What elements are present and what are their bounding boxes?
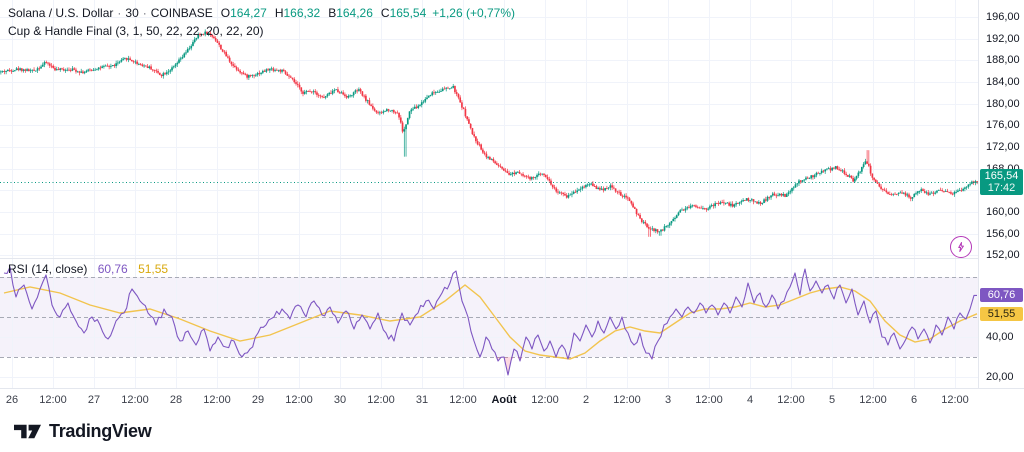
rsi-tick-label: 20,00 [986,371,1014,383]
price-tick-label: 172,00 [986,140,1020,153]
price-tick-label: 152,00 [986,249,1020,262]
pane-separator[interactable] [0,258,978,259]
indicator-legend-cup-handle[interactable]: Cup & Handle Final (3, 1, 50, 22, 22, 20… [8,24,264,38]
time-tick-label: 12:00 [285,394,313,406]
separator-dot: · [117,6,122,20]
time-tick-label: 12:00 [777,394,805,406]
price-tick-label: 176,00 [986,119,1020,132]
price-tick-label: 184,00 [986,75,1020,88]
rsi-title: RSI (14, close) [8,262,88,276]
time-tick-label: 30 [333,394,347,406]
tradingview-logo-icon [14,424,41,439]
price-chart-pane[interactable] [0,0,978,259]
tradingview-wordmark: TradingView [49,421,152,441]
price-tick-label: 196,00 [986,10,1020,23]
time-tick-label: 31 [415,394,429,406]
time-tick-label: 12:00 [859,394,887,406]
price-tick-label: 160,00 [986,205,1020,218]
symbol-ohlc-row: Solana / U.S. Dollar · 30 · COINBASE O164,27 H… [8,5,515,21]
rsi-ma-value: 51,55 [138,262,169,276]
time-tick-label: 12:00 [531,394,559,406]
time-tick-label: 12:00 [695,394,723,406]
time-tick-label: 12:00 [367,394,395,406]
symbol-legend: Solana / U.S. Dollar · 30 · COINBASE O164,27 H… [8,5,515,39]
price-scale[interactable]: 165,54 17:42 196,00 192,00 188,00 184,00 180… [978,0,1024,410]
time-tick-label: 29 [251,394,265,406]
rsi-legend[interactable]: RSI (14, close) 60,76 51,55 [8,262,168,276]
time-tick-label: 3 [664,394,672,406]
exchange-name[interactable]: COINBASE [150,6,213,20]
close-value: C165,54 [380,6,427,20]
current-price-badge: 165,54 17:42 [980,168,1023,195]
tradingview-attribution[interactable]: TradingView [14,421,152,442]
time-tick-label: 12:00 [449,394,477,406]
lightning-bolt-icon [958,242,964,252]
price-tick-label: 188,00 [986,54,1020,67]
rsi-value: 60,76 [97,262,128,276]
high-value: H166,32 [274,6,321,20]
price-tick-label: 180,00 [986,97,1020,110]
time-tick-label: 5 [828,394,836,406]
low-value: B164,26 [328,6,373,20]
bar-countdown: 17:42 [987,181,1016,194]
instant-trading-button[interactable] [950,236,972,258]
rsi-tick-label: 40,00 [986,331,1014,343]
time-tick-label: 12:00 [121,394,149,406]
time-tick-label: 12:00 [39,394,67,406]
time-scale[interactable]: 26 12:00 27 12:00 28 12:00 29 12:00 30 12:00 31 12:… [0,388,1024,412]
time-tick-label: Août [491,394,517,406]
time-tick-label: 4 [746,394,754,406]
time-tick-label: 28 [169,394,183,406]
current-price-value: 165,54 [984,169,1019,182]
time-tick-label: 6 [910,394,918,406]
rsi-value-badge: 60,76 [980,288,1023,303]
open-value: O164,27 [220,6,267,20]
price-tick-label: 192,00 [986,32,1020,45]
time-tick-label: 12:00 [203,394,231,406]
rsi-ma-value-badge: 51,55 [980,306,1023,321]
rsi-indicator-pane[interactable] [0,259,978,388]
time-tick-label: 26 [5,394,19,406]
change-value: +1,26 (+0,77%) [432,6,516,20]
separator-dot: · [142,6,147,20]
time-tick-label: 2 [582,394,590,406]
symbol-name[interactable]: Solana / U.S. Dollar [8,6,114,20]
interval-value[interactable]: 30 [125,6,139,20]
time-tick-label: 12:00 [613,394,641,406]
time-tick-label: 12:00 [941,394,969,406]
time-tick-label: 27 [87,394,101,406]
price-tick-label: 156,00 [986,227,1020,240]
